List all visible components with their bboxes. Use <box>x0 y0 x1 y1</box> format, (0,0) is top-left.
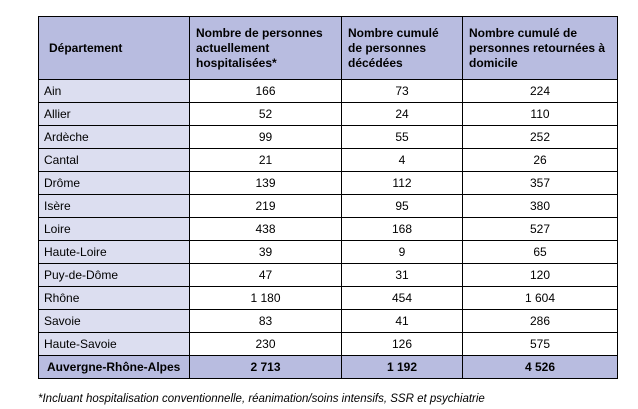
table-row: Rhône 1 180 454 1 604 <box>38 286 618 310</box>
table-row: Haute-Loire 39 9 65 <box>38 240 618 264</box>
table-row: Savoie 83 41 286 <box>38 309 618 333</box>
cell-hospitalised: 166 <box>189 79 342 103</box>
cell-deceased: 112 <box>341 171 463 195</box>
cell-deceased: 454 <box>341 286 463 310</box>
cell-departement: Puy-de-Dôme <box>38 263 190 287</box>
cell-hospitalised: 21 <box>189 148 342 172</box>
cell-departement: Ardèche <box>38 125 190 149</box>
table-header-row: Département Nombre de personnes actuelle… <box>38 16 618 80</box>
table-footnote: *Incluant hospitalisation conventionnell… <box>38 393 485 405</box>
cell-deceased: 31 <box>341 263 463 287</box>
cell-returned-home: 110 <box>462 102 618 126</box>
cell-deceased: 73 <box>341 79 463 103</box>
cell-hospitalised: 139 <box>189 171 342 195</box>
cell-returned-home: 575 <box>462 332 618 356</box>
cell-returned-home: 224 <box>462 79 618 103</box>
cell-departement: Isère <box>38 194 190 218</box>
cell-returned-home: 527 <box>462 217 618 241</box>
cell-hospitalised: 52 <box>189 102 342 126</box>
cell-departement: Haute-Loire <box>38 240 190 264</box>
cell-hospitalised: 230 <box>189 332 342 356</box>
cell-departement: Savoie <box>38 309 190 333</box>
cell-deceased: 4 <box>341 148 463 172</box>
cell-deceased: 126 <box>341 332 463 356</box>
table-row: Puy-de-Dôme 47 31 120 <box>38 263 618 287</box>
cell-hospitalised: 83 <box>189 309 342 333</box>
cell-deceased: 24 <box>341 102 463 126</box>
cell-hospitalised: 219 <box>189 194 342 218</box>
header-departement: Département <box>38 16 190 80</box>
cell-departement: Ain <box>38 79 190 103</box>
cell-departement: Loire <box>38 217 190 241</box>
cell-returned-home: 1 604 <box>462 286 618 310</box>
cell-departement: Haute-Savoie <box>38 332 190 356</box>
table-row: Ain 166 73 224 <box>38 79 618 103</box>
cell-departement: Drôme <box>38 171 190 195</box>
cell-hospitalised: 1 180 <box>189 286 342 310</box>
table-row: Ardèche 99 55 252 <box>38 125 618 149</box>
cell-returned-home: 120 <box>462 263 618 287</box>
table-row: Drôme 139 112 357 <box>38 171 618 195</box>
header-returned-home: Nombre cumulé de personnes retournées à … <box>462 16 618 80</box>
cell-returned-home: 26 <box>462 148 618 172</box>
cell-deceased: 9 <box>341 240 463 264</box>
table-row: Isère 219 95 380 <box>38 194 618 218</box>
cell-region-name: Auvergne-Rhône-Alpes <box>38 355 190 379</box>
cell-returned-home: 357 <box>462 171 618 195</box>
header-deceased: Nombre cumulé de personnes décédées <box>341 16 463 80</box>
cell-deceased: 95 <box>341 194 463 218</box>
table-row: Haute-Savoie 230 126 575 <box>38 332 618 356</box>
cell-departement: Allier <box>38 102 190 126</box>
cell-departement: Rhône <box>38 286 190 310</box>
cell-hospitalised: 438 <box>189 217 342 241</box>
cell-deceased: 41 <box>341 309 463 333</box>
header-hospitalised: Nombre de personnes actuellement hospita… <box>189 16 342 80</box>
cell-deceased: 55 <box>341 125 463 149</box>
table-row: Cantal 21 4 26 <box>38 148 618 172</box>
cell-hospitalised: 99 <box>189 125 342 149</box>
cell-returned-home: 380 <box>462 194 618 218</box>
table-row: Allier 52 24 110 <box>38 102 618 126</box>
cell-hospitalised: 39 <box>189 240 342 264</box>
cell-total-deceased: 1 192 <box>341 355 463 379</box>
cell-hospitalised: 47 <box>189 263 342 287</box>
table-total-row: Auvergne-Rhône-Alpes 2 713 1 192 4 526 <box>38 355 618 379</box>
cell-total-returned-home: 4 526 <box>462 355 618 379</box>
cell-total-hospitalised: 2 713 <box>189 355 342 379</box>
cell-deceased: 168 <box>341 217 463 241</box>
cell-returned-home: 252 <box>462 125 618 149</box>
cell-returned-home: 65 <box>462 240 618 264</box>
cell-returned-home: 286 <box>462 309 618 333</box>
hospital-data-table: Département Nombre de personnes actuelle… <box>38 16 618 379</box>
cell-departement: Cantal <box>38 148 190 172</box>
table-row: Loire 438 168 527 <box>38 217 618 241</box>
